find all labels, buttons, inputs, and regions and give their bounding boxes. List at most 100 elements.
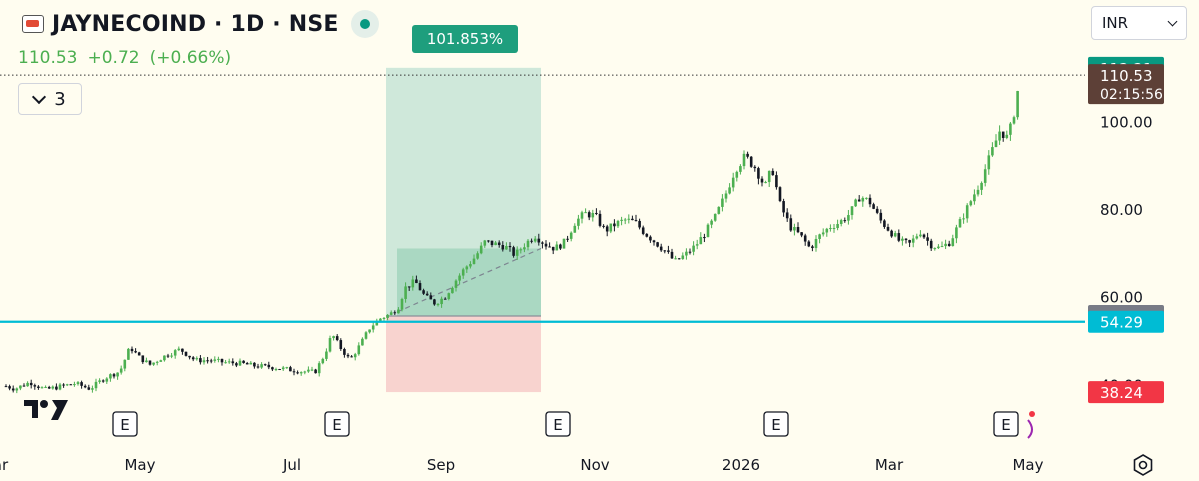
candle <box>994 134 998 148</box>
candle <box>627 214 631 224</box>
candle-body <box>562 238 566 249</box>
candle <box>922 233 926 240</box>
candle <box>440 296 443 308</box>
candle-body <box>267 364 271 368</box>
candle-body <box>717 206 721 214</box>
candle <box>325 348 328 362</box>
candle <box>703 233 706 243</box>
candle <box>548 242 551 248</box>
market-status-button[interactable] <box>350 10 379 38</box>
candle <box>231 358 235 366</box>
candle-body <box>260 364 263 368</box>
candle-body <box>454 280 458 288</box>
candle <box>933 247 937 251</box>
candle-body <box>501 245 505 250</box>
candle-body <box>335 336 339 341</box>
earnings-event-marker[interactable]: E <box>993 411 1019 437</box>
candle-body <box>425 293 429 296</box>
symbol-title[interactable]: JAYNECOIND · 1D · NSE <box>52 11 339 37</box>
candle-body <box>451 287 454 294</box>
candle <box>609 223 613 234</box>
candle-body <box>263 364 267 366</box>
event-box <box>112 411 138 437</box>
candle-body <box>145 360 148 363</box>
candle-body <box>127 348 130 360</box>
candle <box>55 383 58 391</box>
candle-body <box>1005 134 1009 138</box>
chevron-down-icon <box>1167 16 1178 26</box>
candle <box>285 366 289 369</box>
candle <box>512 245 515 258</box>
candle-body <box>523 247 526 250</box>
candle <box>886 223 890 232</box>
candle-body <box>253 362 256 367</box>
candle <box>983 164 987 187</box>
candle-body <box>814 238 818 249</box>
candle <box>566 235 569 242</box>
earnings-event-marker[interactable]: E <box>324 411 350 437</box>
candle <box>717 206 721 215</box>
indicators-toggle-button[interactable]: 3 <box>18 83 82 115</box>
tradingview-logo-icon[interactable] <box>22 398 70 422</box>
candle-body <box>551 246 555 251</box>
currency-value: INR <box>1102 14 1129 32</box>
candle <box>256 363 260 369</box>
candle <box>519 247 523 254</box>
candle <box>119 365 123 375</box>
candle <box>814 235 818 252</box>
candle-body <box>641 227 645 234</box>
candle <box>191 356 195 362</box>
candle <box>227 358 231 364</box>
candle-body <box>933 248 937 250</box>
candle-body <box>152 362 155 365</box>
candle-body <box>847 215 850 221</box>
candle <box>386 314 389 321</box>
candle-body <box>742 153 746 167</box>
candle <box>677 257 681 260</box>
candle-body <box>80 382 83 386</box>
earnings-event-marker[interactable]: E <box>545 411 571 437</box>
candle <box>80 380 83 389</box>
candle-body <box>512 247 515 256</box>
candle <box>760 176 764 187</box>
candle <box>883 219 886 229</box>
currency-select[interactable]: INR <box>1091 6 1187 40</box>
candle <box>926 232 929 246</box>
candle <box>91 385 94 393</box>
candle <box>58 382 62 391</box>
y-tick-label: 60.00 <box>1100 289 1143 307</box>
candle <box>267 361 271 370</box>
candle <box>713 213 717 222</box>
candle-body <box>195 358 199 360</box>
candle-body <box>868 197 872 205</box>
candle <box>811 244 814 252</box>
candle-body <box>368 329 371 333</box>
candle-body <box>911 238 915 243</box>
candle <box>130 346 134 354</box>
candle <box>195 356 199 361</box>
settings-gear-icon[interactable] <box>1131 453 1155 477</box>
earnings-event-marker[interactable]: E <box>112 411 138 437</box>
candle-body <box>159 360 163 362</box>
candle-body <box>944 243 947 247</box>
candle-body <box>382 317 386 319</box>
candle <box>73 381 76 387</box>
candle-body <box>724 193 728 199</box>
position-tool: 101.853% <box>386 25 542 393</box>
loss-zone <box>386 316 541 393</box>
candle <box>433 298 436 306</box>
candle <box>44 385 47 389</box>
candle <box>299 371 303 376</box>
earnings-event-marker[interactable]: E <box>763 411 789 437</box>
candle-body <box>580 212 584 219</box>
candle-body <box>173 350 177 356</box>
candle <box>839 218 843 227</box>
candle-body <box>321 358 325 364</box>
candle-body <box>76 382 80 385</box>
candle-body <box>389 312 393 315</box>
candle-body <box>803 235 807 242</box>
candle-body <box>631 218 634 221</box>
candle <box>940 241 944 248</box>
candle-body <box>429 295 433 300</box>
